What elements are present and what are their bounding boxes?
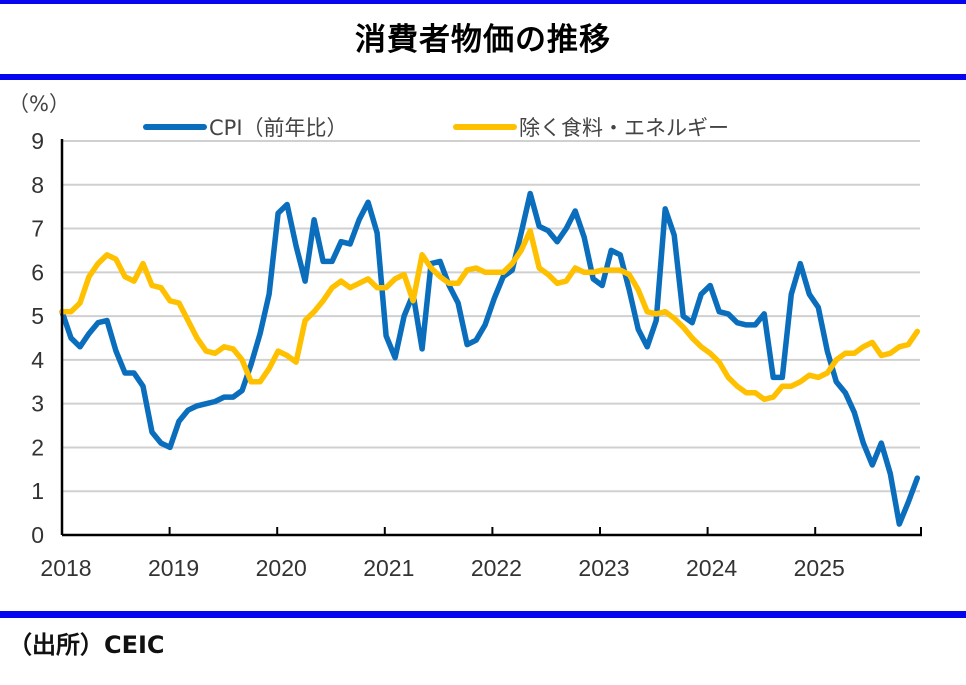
top-rule: [0, 0, 966, 4]
x-tick-label: 2022: [471, 555, 522, 581]
source-note: （出所）CEIC: [8, 631, 165, 659]
y-tick-label: 3: [31, 391, 44, 417]
x-tick-label: 2019: [148, 555, 199, 581]
chart-title: 消費者物価の推移: [355, 22, 611, 58]
line-chart: 0 1 2 3 4 5 6 7 8 9 2018 2019 2020 2021 2022 2023 2024 2…: [8, 92, 922, 581]
legend-label-cpi: CPI（前年比）: [209, 116, 348, 140]
y-tick-label: 5: [31, 303, 44, 329]
core-cpi-line: [59, 227, 921, 403]
bottom-rule: [0, 611, 966, 618]
x-tick-label: 2025: [794, 555, 845, 581]
x-tick-label: 2020: [256, 555, 307, 581]
cpi-line: [59, 190, 921, 527]
y-tick-label: 2: [31, 434, 44, 460]
y-tick-label: 6: [31, 259, 44, 285]
x-tick-label: 2024: [686, 555, 737, 581]
y-tick-label: 4: [31, 347, 44, 373]
legend-label-core: 除く食料・エネルギー: [519, 116, 729, 140]
legend: CPI（前年比） 除く食料・エネルギー: [143, 116, 729, 140]
y-tick-label: 9: [31, 128, 44, 154]
x-tick-label: 2021: [363, 555, 414, 581]
y-tick-label: 0: [31, 522, 44, 548]
y-tick-label: 1: [31, 478, 44, 504]
title-rule: [0, 74, 966, 80]
x-tick-label: 2023: [578, 555, 629, 581]
y-tick-label: 8: [31, 172, 44, 198]
y-axis-label: （%）: [8, 92, 70, 116]
x-tick-label: 2018: [40, 555, 91, 581]
y-tick-label: 7: [31, 216, 44, 242]
